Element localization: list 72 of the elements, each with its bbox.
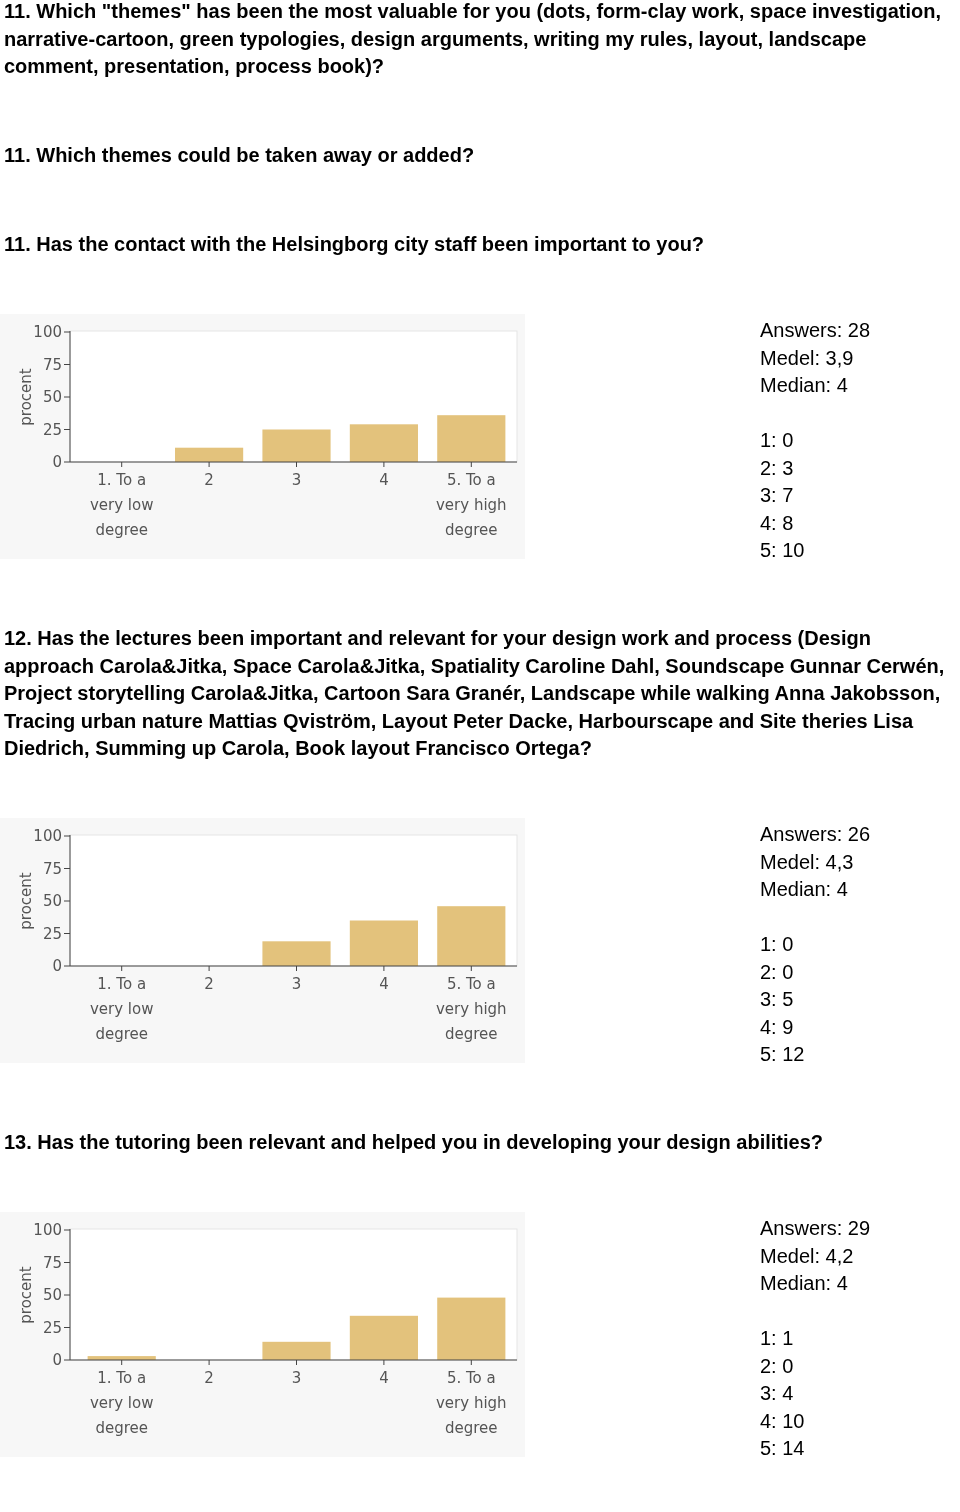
chart-title: 12. Has the lectures been important and relevant for your design work and process (Design approach Carola&Jitka, Space Carola&Jitka, Spatiality Caroline Dahl, Soundscape Gunnar Cerwén, Project storytelling Carola&Jitka, Cartoon Sara Granér, Landscape while walking Anna Jakobsson, Tracing urban nature Mattias Qviström, Layout Peter Dacke, Harbourscape and Site theries Lisa Diedrich, Summing up Carola, Book layout Francisco Ortega? (4, 627, 945, 759)
text: 2: 0 (760, 960, 794, 983)
x-tick-label: 4 (379, 1369, 389, 1387)
x-tick-label: 3 (291, 975, 302, 993)
text: 5: 12 (760, 1043, 805, 1065)
chart-title: 13. Has the tutoring been relevant and helped you in developing your design abilities? (4, 1131, 824, 1153)
y-axis-title: procent (17, 1266, 36, 1324)
bar (349, 1315, 418, 1360)
y-tick-label: 0 (52, 453, 62, 472)
text: Median: 4 (760, 1272, 848, 1294)
text: 1: 1 (760, 1327, 794, 1349)
text: 2: 3 (760, 456, 794, 479)
bar (175, 447, 244, 462)
x-tick-label: 4 (379, 471, 389, 489)
y-tick-label: 25 (42, 1318, 62, 1337)
y-axis-title: procent (17, 872, 36, 930)
text: 1: 0 (760, 933, 794, 955)
x-tick-label: 2 (204, 975, 214, 993)
bar (437, 415, 506, 462)
text: Answers: 26 (760, 823, 871, 845)
bar (262, 941, 331, 966)
y-tick-label: 75 (42, 859, 62, 878)
x-tick-label: 4 (379, 975, 389, 993)
text: 4: 10 (760, 1409, 805, 1432)
text: 4: 9 (760, 1015, 794, 1038)
x-tick-label: 3 (291, 471, 302, 489)
x-tick-label: 5. To a very high degree (435, 1369, 507, 1437)
y-tick-label: 0 (52, 1351, 62, 1370)
y-tick-label: 75 (42, 1253, 62, 1272)
text: 11. Which themes could be taken away or added? (4, 144, 475, 166)
y-tick-label: 25 (42, 924, 62, 943)
bar (349, 424, 418, 462)
text: Answers: 29 (760, 1217, 871, 1239)
x-tick-label: 5. To a very high degree (435, 975, 507, 1043)
text: Median: 4 (760, 374, 848, 396)
text: 5: 14 (760, 1437, 805, 1459)
y-tick-label: 100 (33, 323, 62, 342)
y-tick-label: 50 (42, 892, 62, 911)
text: Medel: 4,2 (760, 1244, 854, 1267)
text: Medel: 3,9 (760, 346, 854, 369)
y-tick-label: 50 (42, 1286, 62, 1305)
bar (437, 1297, 506, 1360)
x-tick-label: 1. To a very low degree (89, 471, 154, 539)
bar (349, 920, 418, 966)
y-axis-title: procent (17, 368, 36, 426)
text: 1: 0 (760, 429, 794, 451)
chart-title: 11. Has the contact with the Helsingborg city staff been important to you? (4, 233, 705, 255)
y-tick-label: 25 (42, 420, 62, 439)
bar (437, 906, 506, 966)
text: 3: 5 (760, 988, 794, 1010)
text: 2: 0 (760, 1354, 794, 1377)
bar (262, 1341, 331, 1360)
x-tick-label: 3 (291, 1369, 302, 1387)
y-tick-label: 0 (52, 957, 62, 976)
x-tick-label: 2 (204, 1369, 214, 1387)
text: Answers: 28 (760, 319, 871, 341)
x-tick-label: 5. To a very high degree (435, 471, 507, 539)
text: 3: 7 (760, 484, 794, 506)
text: Medel: 4,3 (760, 850, 854, 873)
text: 11. Which "themes" has been the most valuable for you (dots, form-clay work, space investigation, narrative-cartoon, green typologies, design arguments, writing my rules, layout, landscape comment, presentation, process book)? (4, 0, 941, 77)
text: 5: 10 (760, 539, 805, 561)
text: 4: 8 (760, 511, 794, 534)
bar (262, 429, 331, 462)
text: 3: 4 (760, 1382, 794, 1404)
y-tick-label: 100 (33, 1221, 62, 1240)
x-tick-label: 2 (204, 471, 214, 489)
text: Median: 4 (760, 878, 848, 900)
y-tick-label: 100 (33, 827, 62, 846)
x-tick-label: 1. To a very low degree (89, 1369, 154, 1437)
y-tick-label: 75 (42, 355, 62, 374)
y-tick-label: 50 (42, 388, 62, 407)
x-tick-label: 1. To a very low degree (89, 975, 154, 1043)
